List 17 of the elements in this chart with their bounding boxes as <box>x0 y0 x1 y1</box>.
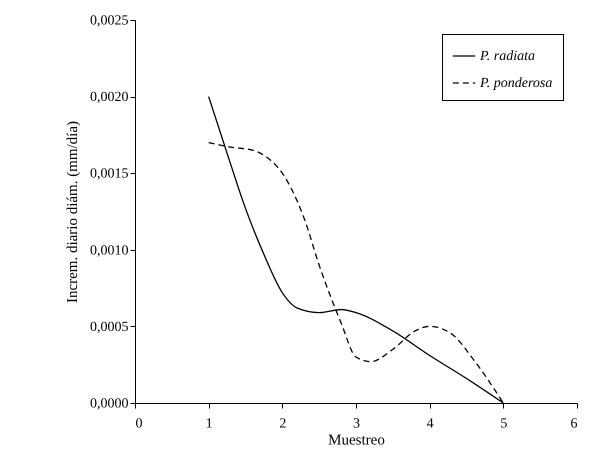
x-tick-label: 5 <box>500 416 508 432</box>
y-tick-label: 0,0015 <box>90 166 128 182</box>
y-axis-title: Increm. diario diám. (mm/día) <box>65 120 81 304</box>
y-tick-label: 0,0020 <box>90 90 128 106</box>
x-tick-label: 2 <box>279 416 286 432</box>
legend-label: P. radiata <box>479 49 535 64</box>
x-tick-label: 1 <box>206 416 213 432</box>
x-axis-title: Muestreo <box>328 432 385 448</box>
x-tick-label: 4 <box>426 416 434 432</box>
y-tick-label: 0,0025 <box>90 14 128 28</box>
x-tick-label: 3 <box>353 416 360 432</box>
y-tick-label: 0,0005 <box>90 320 128 335</box>
legend-label: P. ponderosa <box>479 76 552 91</box>
x-tick-label: 6 <box>570 416 578 432</box>
x-tick-label: 0 <box>136 416 142 432</box>
y-tick-label: 0,0000 <box>90 396 128 412</box>
y-tick-label: 0,0010 <box>90 243 128 258</box>
